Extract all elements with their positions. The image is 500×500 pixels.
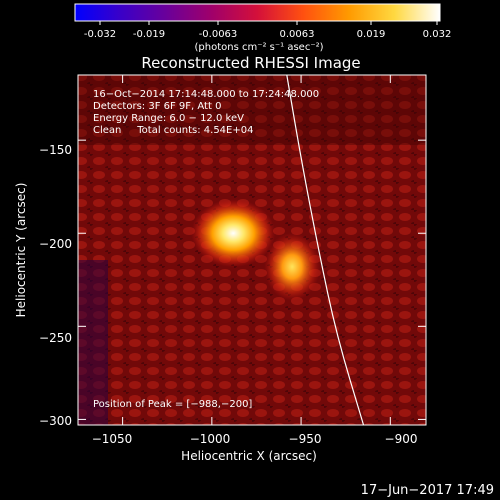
colorbar <box>74 3 441 22</box>
y-tick-label-2: −250 <box>39 331 72 345</box>
colorbar-tick-label-2: -0.0063 <box>199 29 238 40</box>
plot-frame <box>77 74 427 426</box>
annotation-peak-position: Position of Peak = [−988,−200] <box>93 399 252 410</box>
x-tick-label-0: −1050 <box>92 432 133 446</box>
x-tick-label-1: −1000 <box>190 432 231 446</box>
colorbar-tick-label-0: -0.032 <box>84 29 116 40</box>
x-tick-label-3: −900 <box>385 432 418 446</box>
colorbar-tick-label-1: -0.019 <box>133 29 165 40</box>
render-timestamp: 17−Jun−2017 17:49 <box>361 483 494 498</box>
x-axis-label: Heliocentric X (arcsec) <box>181 449 317 463</box>
chart-title: Reconstructed RHESSI Image <box>141 54 360 72</box>
annotation-clean-counts: Clean Total counts: 4.54E+04 <box>93 125 253 136</box>
sources-layer <box>191 199 321 301</box>
annotation-energy-range: Energy Range: 6.0 − 12.0 keV <box>93 113 244 124</box>
colorbar-tick-label-5: 0.032 <box>423 29 452 40</box>
x-tick-label-2: −950 <box>289 432 322 446</box>
axis-ticks <box>78 75 426 425</box>
solar-limb-curve <box>286 75 365 425</box>
y-tick-label-0: −150 <box>39 143 72 157</box>
y-axis-label: Heliocentric Y (arcsec) <box>14 183 28 318</box>
colorbar-tick-label-4: 0.019 <box>357 29 386 40</box>
colorbar-tick-label-3: 0.0063 <box>280 29 315 40</box>
colorbar-unit-label: (photons cm⁻² s⁻¹ asec⁻²) <box>194 42 323 53</box>
y-tick-label-1: −200 <box>39 237 72 251</box>
annotation-detectors: Detectors: 3F 6F 9F, Att 0 <box>93 101 221 112</box>
colorbar-ticks <box>99 21 438 25</box>
source-0 <box>191 199 276 268</box>
annotation-time-range: 16−Oct−2014 17:14:48.000 to 17:24:48.000 <box>93 89 319 100</box>
y-tick-label-3: −300 <box>39 414 72 428</box>
heatmap-image <box>78 75 426 425</box>
source-1 <box>264 232 321 301</box>
